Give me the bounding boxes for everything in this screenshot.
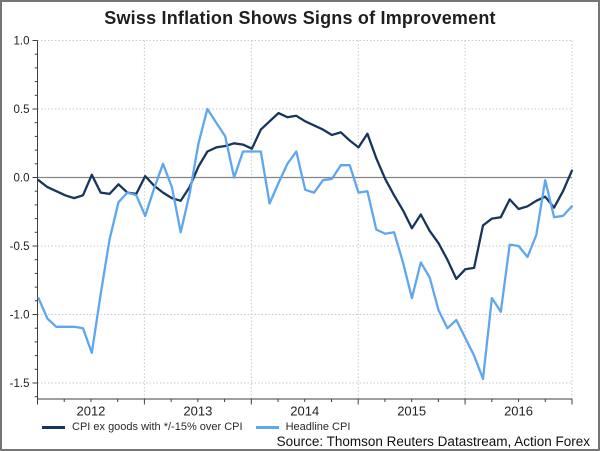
x-year-label: 2015 — [397, 404, 426, 419]
y-tick-label: -1.0 — [10, 310, 30, 322]
x-year-label: 2016 — [504, 404, 533, 419]
chart-title: Swiss Inflation Shows Signs of Improveme… — [104, 8, 496, 28]
y-tick-label: 1.0 — [14, 36, 30, 48]
legend-item-cpi-ex-goods: CPI ex goods with */-15% over CPI — [42, 421, 243, 433]
y-tick-label: 0.5 — [14, 104, 30, 116]
x-year-label: 2012 — [76, 404, 105, 419]
legend-label-cpi-ex-goods: CPI ex goods with */-15% over CPI — [72, 421, 243, 433]
y-tick-label: 0.0 — [14, 173, 30, 185]
legend-line-swatch-dark — [42, 425, 65, 429]
y-tick-label: -1.5 — [10, 378, 30, 390]
x-year-label: 2013 — [183, 404, 212, 419]
series-line-cpi-ex-goods — [37, 111, 574, 281]
legend-item-headline-cpi: Headline CPI — [255, 421, 351, 433]
source-credit: Source: Thomson Reuters Datastream, Acti… — [276, 434, 590, 449]
series-line-headline-cpi — [37, 107, 574, 381]
x-year-label: 2014 — [290, 404, 319, 419]
legend-line-swatch-light — [255, 425, 279, 429]
chart-legend: CPI ex goods with */-15% over CPI Headli… — [42, 421, 350, 433]
y-tick-label: -0.5 — [10, 241, 30, 253]
legend-label-headline-cpi: Headline CPI — [285, 421, 351, 433]
